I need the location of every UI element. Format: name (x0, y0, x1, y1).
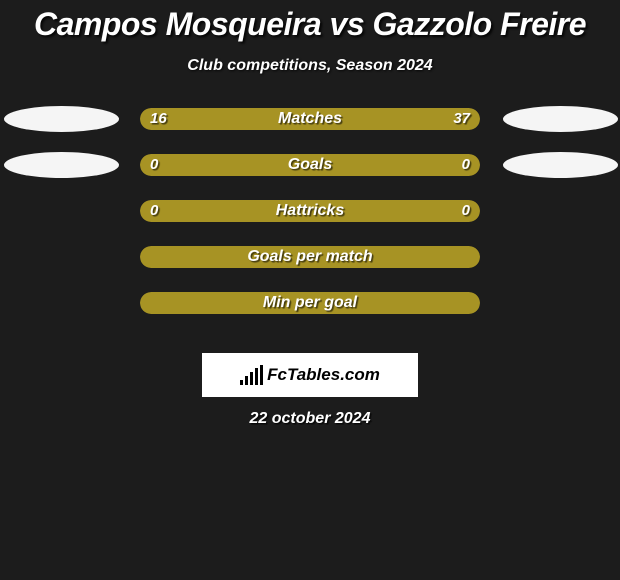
avatar-right (503, 152, 618, 178)
stat-label: Min per goal (140, 292, 480, 314)
stat-value-left: 0 (150, 200, 158, 222)
stat-label: Goals per match (140, 246, 480, 268)
page-title: Campos Mosqueira vs Gazzolo Freire (0, 0, 620, 43)
stat-row: Matches16 37 (0, 108, 620, 130)
stat-label: Matches (140, 108, 480, 130)
stat-row: Hattricks0 0 (0, 200, 620, 222)
stat-label: Hattricks (140, 200, 480, 222)
stat-row: Goals per match (0, 246, 620, 268)
logo-text: FcTables.com (267, 365, 380, 385)
avatar-right (503, 106, 618, 132)
stat-value-right: 0 (462, 200, 470, 222)
stat-row: Min per goal (0, 292, 620, 314)
date-label: 22 october 2024 (0, 410, 620, 428)
subtitle: Club competitions, Season 2024 (0, 57, 620, 75)
stat-label: Goals (140, 154, 480, 176)
avatar-left (4, 152, 119, 178)
stats-container: Matches1637Goals00Hattricks00Goals per m… (0, 108, 620, 314)
stat-row: Goals0 0 (0, 154, 620, 176)
stat-value-right: 37 (453, 108, 470, 130)
avatar-left (4, 106, 119, 132)
logo-box: FcTables.com (202, 353, 418, 397)
stat-value-left: 16 (150, 108, 167, 130)
stat-value-left: 0 (150, 154, 158, 176)
logo-chart-icon (240, 365, 263, 385)
stat-value-right: 0 (462, 154, 470, 176)
